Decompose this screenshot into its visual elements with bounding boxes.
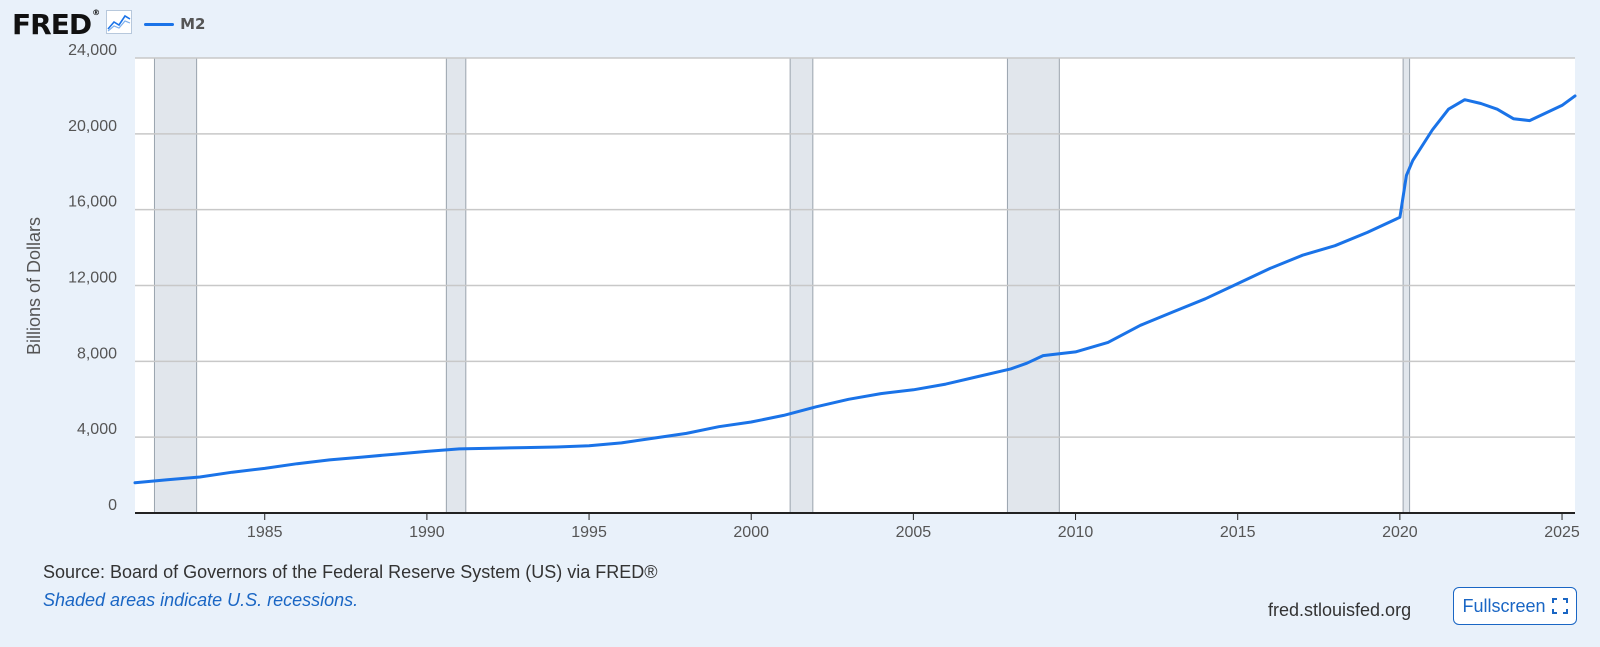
y-tick-label: 16,000	[68, 194, 117, 211]
fullscreen-button[interactable]: Fullscreen	[1453, 587, 1577, 625]
x-tick-label: 2020	[1382, 524, 1418, 541]
gridlines	[135, 57, 1575, 438]
series-line-m2	[133, 94, 1577, 485]
legend-swatch	[144, 22, 175, 26]
fullscreen-label: Fullscreen	[1462, 595, 1546, 616]
y-axis-label: Billions of Dollars	[24, 217, 44, 355]
y-axis-ticks: 0 4,000 8,000 12,000 16,000 20,000 24,000	[68, 42, 117, 514]
fred-logo[interactable]: FRED®	[12, 8, 100, 41]
x-tick-label: 1995	[571, 524, 607, 541]
x-axis-ticks: 1985 1990 1995 2000 2005 2010 2015 2020 2025	[247, 513, 1580, 541]
site-url[interactable]: fred.stlouisfed.org	[1268, 600, 1412, 620]
y-tick-label: 8,000	[77, 345, 117, 362]
y-tick-label: 20,000	[68, 118, 117, 135]
x-tick-label: 2015	[1220, 524, 1256, 541]
x-tick-label: 1990	[409, 524, 445, 541]
x-tick-label: 1985	[247, 524, 283, 541]
line-graph-icon	[106, 9, 133, 39]
logo-text: FRED	[12, 7, 92, 41]
y-tick-label: 12,000	[68, 270, 117, 287]
x-tick-label: 2000	[733, 524, 769, 541]
chart-header: FRED® M2	[12, 6, 205, 42]
y-tick-label: 0	[108, 497, 117, 514]
legend[interactable]: M2	[144, 15, 205, 33]
expand-icon	[1551, 598, 1568, 614]
y-tick-label: 24,000	[68, 42, 117, 59]
series-layer	[133, 94, 1577, 485]
x-tick-label: 2005	[896, 524, 932, 541]
legend-label-m2: M2	[180, 15, 206, 33]
logo-mark: ®	[92, 7, 101, 17]
source-note: Source: Board of Governors of the Federa…	[43, 562, 658, 582]
x-tick-label: 2010	[1058, 524, 1094, 541]
y-tick-label: 4,000	[77, 421, 117, 438]
x-tick-label: 2025	[1544, 524, 1580, 541]
recession-note: Shaded areas indicate U.S. recessions.	[43, 590, 359, 610]
